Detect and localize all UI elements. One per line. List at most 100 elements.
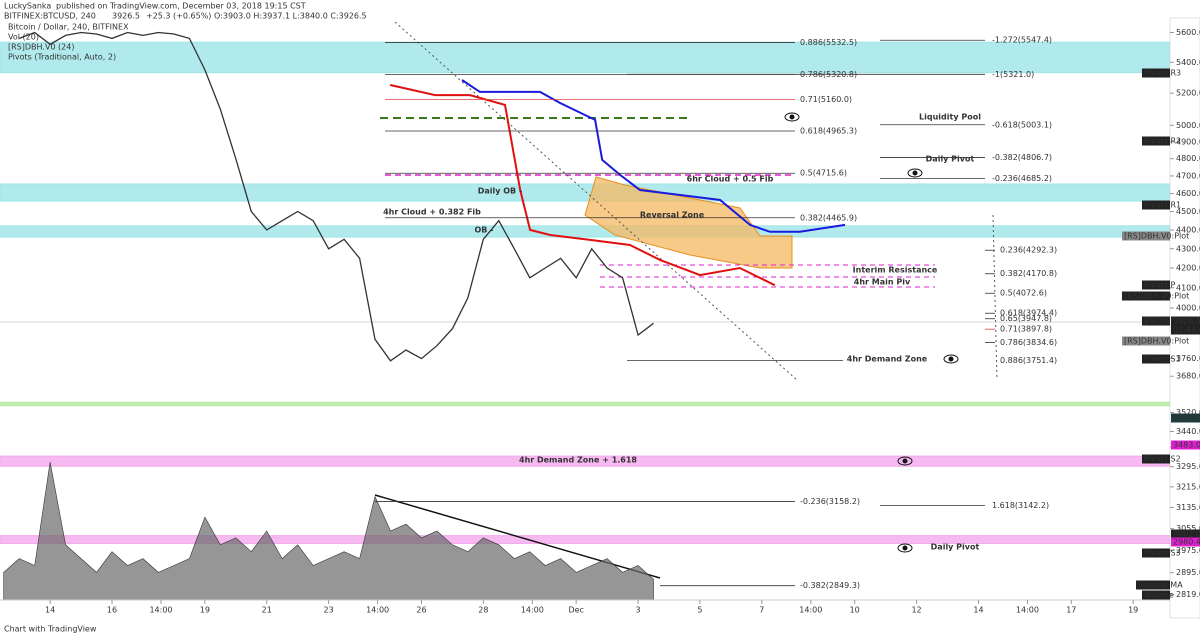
y-tick-label: 5600.0 [1176, 28, 1200, 37]
badge-label: 2980.4 [1173, 538, 1200, 547]
y-tick-label: 2895.0 [1176, 568, 1200, 577]
price-line [389, 84, 776, 287]
x-tick-label: 16 [107, 606, 117, 615]
change: +25.3 (+0.65%) [146, 12, 211, 21]
badge-label: 3599.0 [1173, 414, 1200, 423]
x-tick-label: 14:00 [521, 606, 544, 615]
level-label: 0.786(3834.6) [1000, 338, 1057, 347]
x-tick-label: 10 [850, 606, 860, 615]
y-tick-label: 4500.0 [1176, 207, 1200, 216]
y-tick-label: 4600.0 [1176, 189, 1200, 198]
y-tick-label: 5000.0 [1176, 121, 1200, 130]
y-tick-label: 2819.0 [1176, 590, 1200, 599]
x-tick-label: 26 [416, 606, 426, 615]
badge-label: [RS]DBH.V0:Plot [1124, 232, 1189, 241]
x-tick-label: 17 [1066, 606, 1076, 615]
y-tick-label: 4200.0 [1176, 264, 1200, 273]
badge [1171, 316, 1200, 326]
badge [1142, 136, 1170, 146]
ohlc: O:3903.0 H:3937.1 L:3840.0 C:3926.5 [214, 12, 367, 21]
y-tick-label: 4400.0 [1176, 225, 1200, 234]
badge [1142, 354, 1170, 364]
annotation: Reversal Zone [640, 211, 705, 220]
volume-area [3, 461, 654, 601]
y-tick-label: 4900.0 [1176, 137, 1200, 146]
y-tick-label: 4300.0 [1176, 244, 1200, 253]
badge-label: 3002.0 [1173, 530, 1200, 539]
last-price: 3926.5 [112, 12, 140, 21]
badge [1171, 325, 1200, 335]
badge-label: Pivots:P [1144, 281, 1176, 290]
y-tick-label: 5200.0 [1176, 89, 1200, 98]
badge-label: BTCUSD [1144, 317, 1177, 326]
y-tick-label: 3295.0 [1176, 462, 1200, 471]
legend-entry: Pivots (Traditional, Auto, 2) [8, 53, 116, 62]
y-tick-label: 3055.0 [1176, 524, 1200, 533]
badge-label: Pivots:R2 [1144, 137, 1181, 146]
zone [0, 535, 1171, 545]
legend-entry: Vol (20) [8, 33, 39, 42]
x-tick-label: 28 [478, 606, 488, 615]
symbol: BITFINEX:BTCUSD, 240 [4, 12, 96, 21]
level-label: -1.272(5547.4) [992, 36, 1052, 45]
published: published on TradingView.com, December 0… [56, 2, 306, 11]
price-line [18, 31, 654, 362]
y-tick-label: 4100.0 [1176, 283, 1200, 292]
level-label: -0.382(2849.3) [800, 581, 860, 590]
badge [1122, 336, 1170, 346]
level-label: 0.618(3974.4) [1000, 309, 1057, 318]
x-tick-label: 14:00 [366, 606, 389, 615]
y-tick-label: 3440.0 [1176, 427, 1200, 436]
y-tick-label: 2975.0 [1176, 546, 1200, 555]
badge-label: Pivots:R1 [1144, 201, 1181, 210]
level-label: -0.236(3158.2) [800, 497, 860, 506]
badge [1142, 548, 1170, 558]
zone [0, 225, 1171, 238]
level-label: 1.618(3142.2) [992, 501, 1049, 510]
eye-icons [784, 112, 959, 553]
x-tick-label: 14:00 [1016, 606, 1039, 615]
badge [1171, 537, 1200, 547]
level-label: 0.5(4072.6) [1000, 289, 1047, 298]
badge [1142, 316, 1170, 326]
badge [1142, 280, 1170, 290]
y-tick-label: 3135.0 [1176, 503, 1200, 512]
price-line [461, 79, 846, 233]
level-label: 0.886(3751.4) [1000, 356, 1057, 365]
x-tick-label: 14:00 [149, 606, 172, 615]
badge-label: Pivots:R3 [1144, 69, 1181, 78]
badge [1171, 440, 1200, 450]
annotation: 4hr Cloud + 0.382 Fib [383, 208, 481, 217]
x-tick-label: 3 [636, 606, 641, 615]
badge-label: Volume MA [1138, 581, 1183, 590]
level-label: -0.382(4806.7) [992, 153, 1052, 162]
x-tick-label: 12 [911, 606, 921, 615]
badge [1171, 529, 1200, 539]
x-tick-label: 5 [697, 606, 702, 615]
x-tick-label: 7 [759, 606, 764, 615]
y-tick-label: 3760.0 [1176, 354, 1200, 363]
annotation: 6hr Cloud + 0.5 Fib [687, 175, 774, 184]
x-tick-label: 14 [973, 606, 983, 615]
x-tick-label: 19 [1128, 606, 1138, 615]
badge-label: Pivots:S2 [1144, 455, 1181, 464]
legend-entry: Bitcoin / Dollar, 240, BITFINEX [8, 23, 129, 32]
footer[interactable]: Chart with TradingView [4, 625, 97, 634]
legend-entry: [RS]DBH.V0 (24) [8, 43, 74, 52]
badge-label: [RS]DBH.V0:Plot [1124, 292, 1189, 301]
annotation: Daily Pivot [931, 543, 980, 552]
badge-label: 3483.0 [1173, 441, 1200, 450]
x-tick-label: 23 [324, 606, 334, 615]
badge-label: 02:44:45 [1173, 326, 1200, 335]
y-tick-label: 4000.0 [1176, 303, 1200, 312]
annotation: Interim Resistance [853, 266, 938, 275]
level-label: -0.618(5003.1) [992, 120, 1052, 129]
zone [0, 183, 1171, 202]
level-label: 0.71(3897.8) [1000, 325, 1052, 334]
badge [1142, 68, 1170, 78]
zone [0, 41, 1171, 74]
publisher[interactable]: LuckySanka [4, 2, 51, 11]
badge [1136, 580, 1170, 590]
badge-label: 3926.5 [1173, 317, 1200, 326]
